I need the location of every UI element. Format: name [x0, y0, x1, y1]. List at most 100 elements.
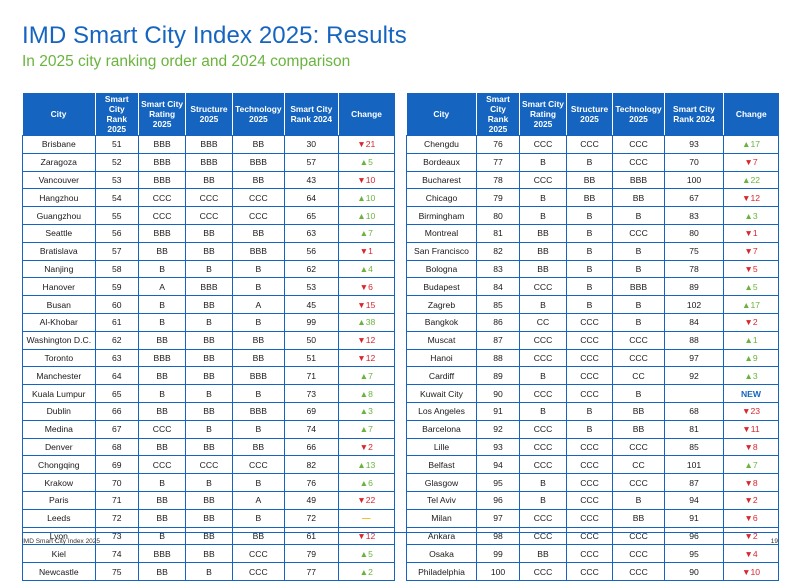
cell-technology-2025: BBB — [231, 241, 286, 261]
cell-rank-2024: 84 — [664, 312, 724, 332]
header-change: Change — [723, 93, 779, 136]
table-row: Krakow 70 B B B 76 ▲6 — [22, 473, 395, 492]
cell-change: ▼2 — [723, 312, 779, 332]
cell-rank-2024: 51 — [284, 348, 339, 368]
cell-rank-2024: 45 — [284, 295, 339, 314]
header-rating-2025: Smart City Rating 2025 — [519, 93, 567, 136]
cell-rank-2025: 90 — [476, 384, 520, 403]
cell-structure-2025: CCC — [566, 562, 613, 581]
table-row: Hangzhou 54 CCC CCC CCC 64 ▲10 — [22, 188, 395, 208]
table-row: Bratislava 57 BB BB BBB 56 ▼1 — [22, 241, 395, 261]
cell-rank-2024: 81 — [664, 419, 724, 439]
cell-rating-2025: BB — [519, 241, 567, 261]
table-row: Nanjing 58 B B B 62 ▲4 — [22, 259, 395, 279]
cell-technology-2025: B — [612, 312, 665, 332]
cell-change: ▲5 — [723, 277, 779, 297]
cell-rank-2025: 77 — [476, 152, 520, 172]
cell-technology-2025: BB — [231, 223, 286, 243]
cell-rank-2025: 57 — [94, 241, 139, 261]
cell-change: ▼7 — [723, 152, 779, 172]
cell-rank-2024: 53 — [284, 277, 339, 297]
cell-rating-2025: B — [519, 152, 567, 172]
cell-city: Kuwait City — [406, 384, 477, 403]
table-row: Chongqing 69 CCC CCC CCC 82 ▲13 — [22, 455, 395, 475]
cell-structure-2025: CCC — [566, 348, 613, 368]
cell-rank-2024: 89 — [664, 277, 724, 297]
cell-rank-2024: 69 — [284, 401, 339, 421]
cell-city: Lille — [406, 437, 477, 457]
cell-rank-2024: 67 — [664, 188, 724, 208]
cell-city: Paris — [22, 490, 96, 510]
cell-rank-2024: 72 — [284, 508, 339, 528]
cell-structure-2025: B — [566, 223, 613, 243]
cell-city: Leeds — [22, 508, 96, 528]
cell-technology-2025: BB — [612, 419, 665, 439]
table-row: Muscat 87 CCC CCC CCC 88 ▲1 — [406, 330, 779, 350]
table-row: Guangzhou 55 CCC CCC CCC 65 ▲10 — [22, 206, 395, 225]
cell-city: Nanjing — [22, 259, 96, 279]
results-table-left: City Smart City Rank 2025 Smart City Rat… — [22, 93, 395, 581]
cell-structure-2025: CCC — [185, 188, 233, 208]
cell-structure-2025: BB — [185, 508, 233, 528]
cell-structure-2025: BBB — [185, 135, 233, 154]
cell-rating-2025: BBB — [137, 223, 187, 243]
cell-rank-2025: 94 — [476, 455, 520, 475]
table-row: Medina 67 CCC B B 74 ▲7 — [22, 419, 395, 439]
cell-change: ▲10 — [337, 188, 395, 208]
table-row: Leeds 72 BB BB B 72— — [22, 508, 395, 528]
cell-technology-2025: B — [612, 295, 665, 314]
cell-rank-2024: 76 — [284, 473, 339, 492]
cell-technology-2025: CCC — [231, 455, 286, 475]
table-header-row: City Smart City Rank 2025 Smart City Rat… — [406, 93, 779, 136]
cell-city: Hangzhou — [22, 188, 96, 208]
cell-structure-2025: BBB — [185, 152, 233, 172]
cell-change: ▲22 — [723, 170, 779, 190]
table-row: Dublin 66 BB BB BBB 69 ▲3 — [22, 401, 395, 421]
cell-change: ▼8 — [723, 473, 779, 492]
cell-structure-2025: B — [566, 401, 613, 421]
cell-change: ▼12 — [337, 526, 395, 546]
cell-technology-2025: B — [612, 241, 665, 261]
cell-structure-2025: B — [185, 259, 233, 279]
cell-technology-2025: CCC — [612, 437, 665, 457]
cell-rank-2025: 59 — [94, 277, 139, 297]
cell-structure-2025: BB — [185, 330, 233, 350]
cell-technology-2025: CCC — [612, 544, 665, 564]
cell-city: Belfast — [406, 455, 477, 475]
table-row: Brisbane 51 BBB BBB BB 30 ▼21 — [22, 135, 395, 154]
cell-rank-2025: 73 — [94, 526, 139, 546]
cell-change: ▼10 — [723, 562, 779, 581]
table-row: Toronto 63 BBB BB BB 51 ▼12 — [22, 348, 395, 368]
cell-technology-2025: BB — [231, 170, 286, 190]
table-row: Manchester 64 BB BB BBB 71 ▲7 — [22, 366, 395, 386]
cell-structure-2025: BB — [185, 223, 233, 243]
cell-change: ▲2 — [337, 562, 395, 581]
cell-rating-2025: B — [519, 206, 567, 225]
cell-rank-2024: 73 — [284, 384, 339, 403]
cell-rank-2025: 84 — [476, 277, 520, 297]
cell-rank-2025: 81 — [476, 223, 520, 243]
cell-change: ▲8 — [337, 384, 395, 403]
cell-structure-2025: CCC — [566, 455, 613, 475]
cell-rank-2025: 69 — [94, 455, 139, 475]
cell-structure-2025: B — [185, 473, 233, 492]
cell-rank-2025: 56 — [94, 223, 139, 243]
cell-rank-2025: 100 — [476, 562, 520, 581]
cell-technology-2025: BBB — [231, 366, 286, 386]
cell-change: ▲17 — [723, 135, 779, 154]
cell-change: ▼12 — [337, 330, 395, 350]
table-row: Belfast 94 CCC CCC CC 101 ▲7 — [406, 455, 779, 475]
cell-city: Dublin — [22, 401, 96, 421]
cell-technology-2025: B — [612, 490, 665, 510]
cell-technology-2025: BBB — [612, 277, 665, 297]
cell-change: ▲7 — [337, 366, 395, 386]
table-row: Barcelona 92 CCC B BB 81 ▼11 — [406, 419, 779, 439]
cell-rating-2025: BB — [137, 241, 187, 261]
cell-rank-2025: 53 — [94, 170, 139, 190]
cell-city: Ankara — [406, 526, 477, 546]
cell-technology-2025: CC — [612, 366, 665, 386]
cell-change: ▲5 — [337, 544, 395, 564]
cell-rank-2024: 30 — [284, 135, 339, 154]
table-row: San Francisco 82 BB B B 75 ▼7 — [406, 241, 779, 261]
cell-rank-2025: 62 — [94, 330, 139, 350]
